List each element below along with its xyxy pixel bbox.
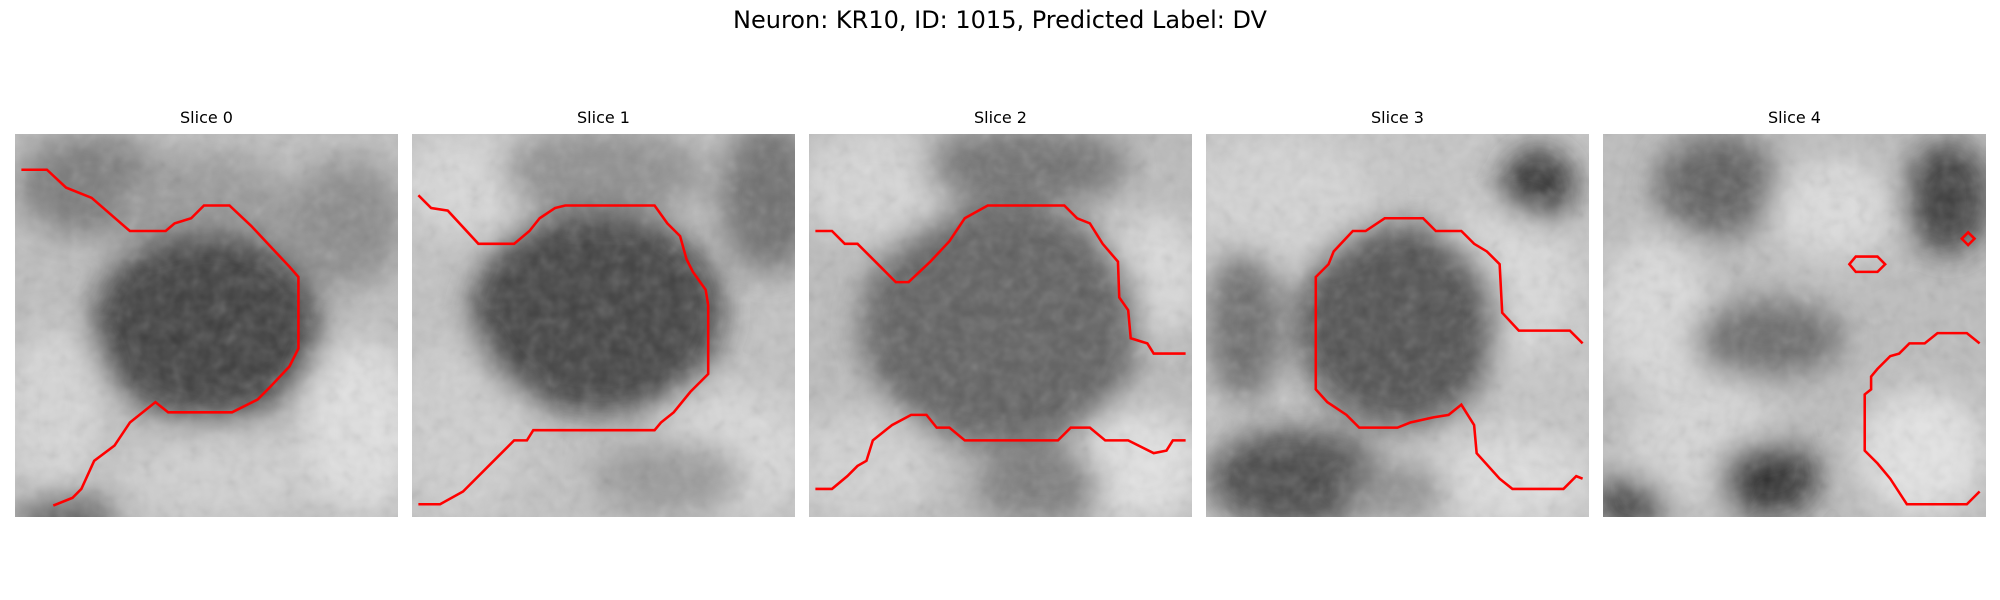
contour-line — [1314, 216, 1584, 491]
slice-image-4 — [1603, 134, 1986, 517]
contour-line — [1847, 255, 1887, 274]
contour-line — [1863, 331, 1981, 506]
slice-title-2: Slice 2 — [974, 108, 1027, 127]
slice-title-3: Slice 3 — [1371, 108, 1424, 127]
contour-line — [815, 204, 1186, 355]
slice-title-1: Slice 1 — [577, 108, 630, 127]
slice-image-3 — [1206, 134, 1589, 517]
contour-line — [417, 194, 710, 506]
slice-title-4: Slice 4 — [1768, 108, 1821, 127]
slice-image-0 — [15, 134, 398, 517]
slice-title-0: Slice 0 — [180, 108, 233, 127]
slice-image-2 — [809, 134, 1192, 517]
contour-line — [21, 168, 300, 507]
contour-line — [1959, 230, 1977, 247]
contour-line — [815, 413, 1186, 491]
figure-title: Neuron: KR10, ID: 1015, Predicted Label:… — [733, 6, 1267, 34]
slice-image-1 — [412, 134, 795, 517]
